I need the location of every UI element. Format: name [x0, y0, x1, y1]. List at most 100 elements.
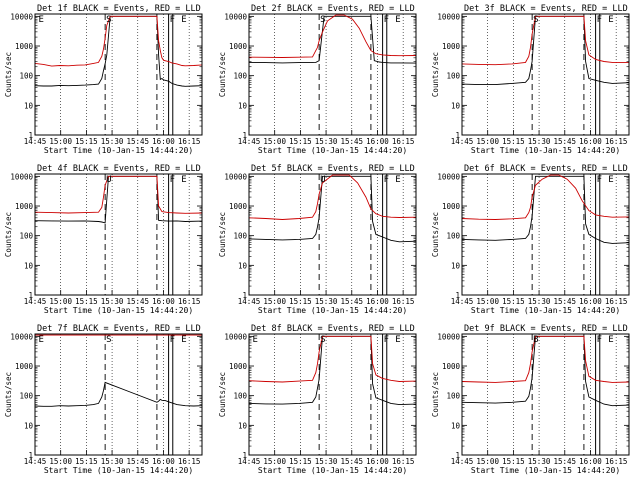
det1-xlabel: Start Time (10-Jan-15 14:44:20): [44, 146, 193, 155]
det8-marker-label: E: [395, 335, 400, 345]
det2-xtick-label: 15:45: [340, 137, 363, 146]
det2-ylabel: Counts/sec: [218, 52, 227, 97]
det1-xtick-label: 14:45: [24, 137, 47, 146]
det6-xtick-label: 15:00: [476, 297, 499, 306]
det5-marker-label: U: [320, 175, 325, 185]
det9-ytick-label: 10000: [437, 332, 460, 341]
det4-ytick-label: 100: [19, 232, 33, 241]
det7-marker-label: E: [39, 335, 44, 345]
det5-ylabel: Counts/sec: [218, 212, 227, 257]
det8-marker-label: F: [384, 335, 389, 345]
det4-series-lld: [35, 175, 202, 214]
det9-xtick-label: 15:30: [528, 457, 551, 466]
det3-series-lld: [462, 15, 629, 66]
det8-ytick-label: 1000: [229, 362, 248, 371]
det8-ytick-label: 100: [233, 392, 247, 401]
det6-xtick-label: 15:15: [502, 297, 525, 306]
det6-marker-label: F: [597, 175, 602, 185]
det7-panel: Det 7f BLACK = Events, RED = LLD 1 10 100 10…: [4, 324, 203, 475]
det8-xtick-label: 15:00: [263, 457, 286, 466]
det4-xtick-label: 15:45: [126, 297, 149, 306]
det5-xlabel: Start Time (10-Jan-15 14:44:20): [258, 306, 407, 315]
det2-series-events: [249, 15, 416, 64]
det2-series-lld: [249, 14, 416, 58]
det9-marker-label: F: [597, 335, 602, 345]
det7-ytick-label: 1: [28, 451, 33, 460]
det8-xtick-label: 15:30: [315, 457, 338, 466]
det4-xlabel: Start Time (10-Jan-15 14:44:20): [44, 306, 193, 315]
det6-ylabel: Counts/sec: [431, 212, 440, 257]
det3-ytick-label: 100: [446, 72, 460, 81]
det5-xtick-label: 15:45: [340, 297, 363, 306]
det3-title: Det 3f BLACK = Events, RED = LLD: [464, 4, 628, 14]
det6-frame: [461, 173, 630, 296]
det7-xtick-label: 15:00: [49, 457, 72, 466]
det7-ytick-label: 10000: [10, 332, 33, 341]
det4-xtick-label: 14:45: [24, 297, 47, 306]
det3-xtick-label: 16:15: [605, 137, 628, 146]
det2-ytick-label: 10000: [224, 12, 247, 21]
det2-frame: [248, 13, 417, 136]
det8-frame: [248, 333, 417, 456]
det9-ytick-label: 10: [451, 421, 461, 430]
det4-xtick-label: 16:15: [178, 297, 201, 306]
det5-title: Det 5f BLACK = Events, RED = LLD: [251, 164, 415, 174]
det1-ytick-label: 1: [28, 131, 33, 140]
det1-panel: Det 1f BLACK = Events, RED = LLD 1 10 100 10…: [4, 4, 203, 155]
det1-xtick-label: 15:30: [101, 137, 124, 146]
det6-ytick-label: 1: [455, 291, 460, 300]
det1-ytick-label: 10000: [10, 12, 33, 21]
det3-panel: Det 3f BLACK = Events, RED = LLD 1 10 100 10…: [431, 4, 630, 155]
det7-frame: [34, 333, 203, 456]
det2-panel: Det 2f BLACK = Events, RED = LLD 1 10 100 10…: [218, 4, 417, 155]
det6-xtick-label: 14:45: [451, 297, 474, 306]
det4-ytick-label: 10: [24, 261, 34, 270]
det1-title: Det 1f BLACK = Events, RED = LLD: [37, 4, 201, 14]
det7-series-events: [35, 381, 202, 407]
det3-xtick-label: 15:15: [502, 137, 525, 146]
det4-ytick-label: 1000: [15, 202, 34, 211]
det1-marker-label: E: [181, 15, 186, 25]
det3-xtick-label: 15:00: [476, 137, 499, 146]
det2-ytick-label: 10: [238, 101, 248, 110]
det8-ytick-label: 10: [238, 421, 248, 430]
det1-marker-label: S: [106, 15, 111, 25]
det4-series-events: [35, 175, 202, 224]
det1-xtick-label: 15:15: [75, 137, 98, 146]
det9-xtick-label: 15:00: [476, 457, 499, 466]
det7-ylabel: Counts/sec: [4, 372, 13, 417]
det5-xtick-label: 14:45: [238, 297, 261, 306]
det2-marker-label: S: [320, 15, 325, 25]
det6-xtick-label: 15:30: [528, 297, 551, 306]
det9-ytick-label: 100: [446, 392, 460, 401]
det9-xtick-label: 16:15: [605, 457, 628, 466]
det3-xtick-label: 14:45: [451, 137, 474, 146]
det8-xlabel: Start Time (10-Jan-15 14:44:20): [258, 466, 407, 475]
det3-marker-label: F: [597, 15, 602, 25]
det1-xtick-label: 16:00: [152, 137, 175, 146]
det8-ytick-label: 1: [242, 451, 247, 460]
det1-marker-label: F: [170, 15, 175, 25]
det8-title: Det 8f BLACK = Events, RED = LLD: [251, 324, 415, 334]
det5-xtick-label: 15:30: [315, 297, 338, 306]
det9-xtick-label: 15:15: [502, 457, 525, 466]
det7-marker-label: F: [170, 335, 175, 345]
det8-xtick-label: 15:15: [289, 457, 312, 466]
det1-series-lld: [35, 15, 202, 67]
det5-marker-label: F: [384, 175, 389, 185]
det9-xlabel: Start Time (10-Jan-15 14:44:20): [471, 466, 620, 475]
det1-series-events: [35, 15, 202, 87]
det8-series-events: [249, 335, 416, 406]
det1-ytick-label: 100: [19, 72, 33, 81]
det4-panel: Det 4f BLACK = Events, RED = LLD 1 10 100 10…: [4, 164, 203, 315]
det4-xtick-label: 16:00: [152, 297, 175, 306]
det2-xtick-label: 14:45: [238, 137, 261, 146]
det3-ytick-label: 10: [451, 101, 461, 110]
det3-marker-label: S: [533, 15, 538, 25]
det3-ylabel: Counts/sec: [431, 52, 440, 97]
det8-marker-label: E: [253, 335, 258, 345]
det7-marker-label: E: [181, 335, 186, 345]
det3-ytick-label: 10000: [437, 12, 460, 21]
det9-panel: Det 9f BLACK = Events, RED = LLD 1 10 100 10…: [431, 324, 630, 475]
det7-xtick-label: 16:15: [178, 457, 201, 466]
